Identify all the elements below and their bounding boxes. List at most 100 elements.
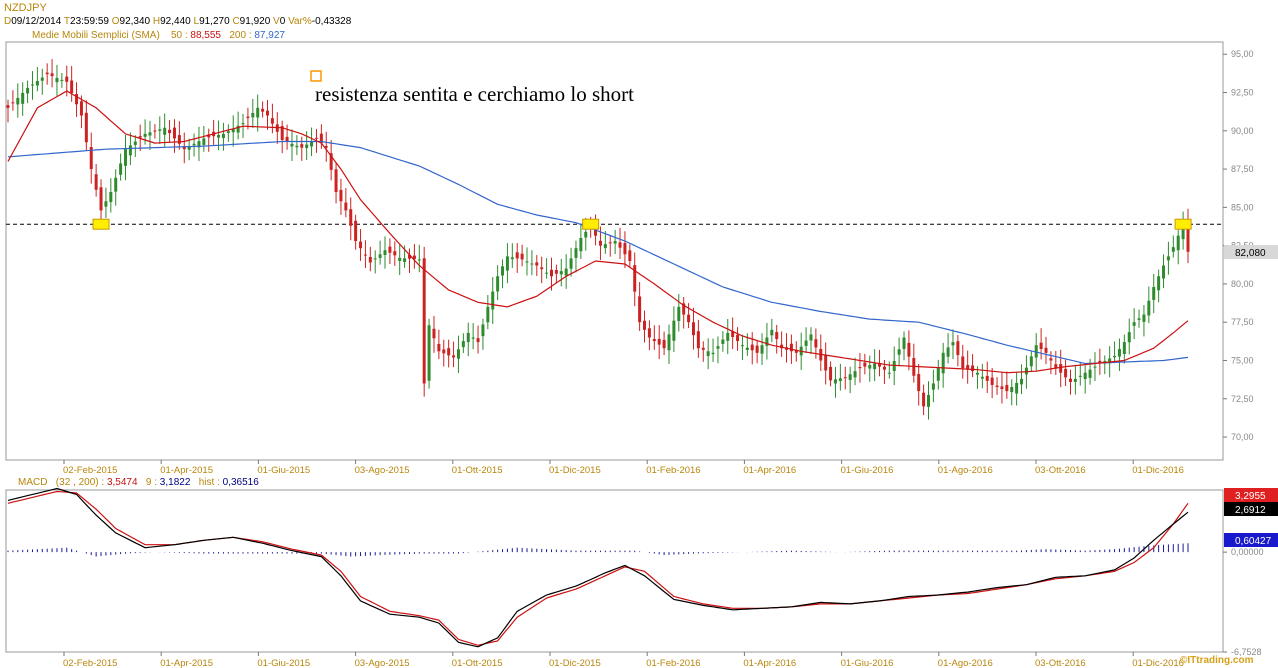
candle-body bbox=[1064, 368, 1068, 378]
volume-label: V bbox=[273, 16, 280, 27]
price-tick-label: 87,50 bbox=[1231, 164, 1254, 174]
candle-body bbox=[305, 144, 309, 148]
candle-body bbox=[491, 291, 495, 310]
macd-signal-tag: 3,2955 bbox=[1235, 491, 1266, 502]
candle-body bbox=[1068, 378, 1072, 382]
credit-text: ©ITtrading.com bbox=[1180, 655, 1254, 666]
price-tick-label: 80,00 bbox=[1231, 279, 1254, 289]
candle-body bbox=[226, 131, 230, 133]
candle-body bbox=[961, 356, 965, 369]
candle-body bbox=[897, 349, 901, 355]
candle-body bbox=[995, 385, 999, 388]
candle-body bbox=[251, 112, 255, 118]
candle-body bbox=[1147, 300, 1151, 316]
macd-signal-value: 3,1822 bbox=[159, 477, 191, 488]
macd-line bbox=[7, 487, 1189, 648]
candle-body bbox=[701, 347, 705, 350]
candle-body bbox=[515, 252, 519, 259]
candle-body bbox=[505, 256, 509, 271]
candle-body bbox=[574, 248, 578, 258]
candle-body bbox=[545, 272, 549, 274]
candle-body bbox=[540, 267, 544, 270]
open-value: 92,340 bbox=[119, 16, 151, 27]
sma-value-50: 88,555 bbox=[190, 30, 221, 41]
candle-body bbox=[829, 366, 833, 381]
low-value: 91,270 bbox=[199, 16, 230, 27]
candle-body bbox=[1117, 348, 1121, 357]
candle-body bbox=[613, 241, 617, 244]
candle-body bbox=[197, 141, 201, 148]
candle-body bbox=[314, 137, 318, 139]
candle-body bbox=[687, 314, 691, 323]
candle-body bbox=[696, 331, 700, 349]
sma-value-200: 87,927 bbox=[254, 30, 285, 41]
candle-body bbox=[608, 242, 612, 244]
candle-body bbox=[652, 339, 656, 342]
candle-body bbox=[368, 256, 372, 263]
candle-body bbox=[677, 306, 681, 322]
candle-body bbox=[192, 143, 196, 146]
candle-body bbox=[1088, 369, 1092, 378]
date-tick-label: 01-Feb-2016 bbox=[646, 658, 700, 668]
candle-body bbox=[878, 362, 882, 367]
candle-body bbox=[231, 128, 235, 133]
candle-body bbox=[26, 87, 30, 94]
candle-body bbox=[926, 394, 930, 407]
candle-body bbox=[476, 338, 480, 343]
candle-body bbox=[437, 343, 441, 352]
candle-body bbox=[109, 192, 113, 203]
candle-body bbox=[319, 133, 323, 144]
date-tick-label: 03-Ago-2015 bbox=[355, 658, 410, 668]
candle-body bbox=[564, 268, 568, 276]
candle-body bbox=[50, 73, 54, 77]
candle-body bbox=[804, 340, 808, 346]
candle-body bbox=[158, 129, 162, 131]
candle-body bbox=[466, 332, 470, 343]
candle-body bbox=[603, 244, 607, 249]
price-tick-label: 75,00 bbox=[1231, 355, 1254, 365]
candle-body bbox=[559, 271, 563, 275]
candle-body bbox=[770, 329, 774, 336]
candle-body bbox=[133, 141, 137, 145]
candle-body bbox=[721, 339, 725, 344]
candle-body bbox=[300, 144, 304, 148]
candle-body bbox=[882, 366, 886, 370]
date-tick-label: 01-Apr-2016 bbox=[743, 658, 796, 668]
macd-signal-period: 9 bbox=[145, 477, 152, 488]
candle-body bbox=[486, 306, 490, 323]
candle-body bbox=[1093, 366, 1097, 368]
candle-body bbox=[407, 254, 411, 259]
macd-value-tag: 2,6912 bbox=[1235, 505, 1266, 516]
candle-body bbox=[833, 379, 837, 384]
candle-body bbox=[917, 374, 921, 392]
close-value: 91,920 bbox=[239, 16, 271, 27]
candle-body bbox=[1083, 372, 1087, 380]
candle-body bbox=[1171, 247, 1175, 252]
candle-body bbox=[75, 94, 79, 105]
candle-body bbox=[1078, 375, 1082, 377]
candle-body bbox=[442, 349, 446, 354]
candle-body bbox=[70, 80, 74, 94]
candle-body bbox=[549, 269, 553, 277]
date-tick-label: 02-Feb-2015 bbox=[63, 658, 117, 668]
symbol-title: NZDJPY bbox=[4, 2, 47, 14]
candle-body bbox=[187, 146, 191, 150]
candle-body bbox=[598, 240, 602, 246]
candle-body bbox=[148, 132, 152, 136]
candle-body bbox=[1108, 358, 1112, 364]
date-tick-label: 01-Giu-2015 bbox=[257, 658, 310, 668]
candle-body bbox=[471, 337, 475, 339]
date-tick-label: 01-Ago-2016 bbox=[938, 658, 993, 668]
price-panel-frame bbox=[5, 41, 1224, 461]
candle-body bbox=[971, 365, 975, 372]
resistance-touch-marker bbox=[582, 218, 600, 230]
candle-body bbox=[520, 253, 524, 260]
touch-markers bbox=[92, 218, 1192, 230]
candle-body bbox=[638, 296, 642, 323]
candle-body bbox=[452, 355, 456, 358]
candle-body bbox=[873, 363, 877, 370]
candle-body bbox=[760, 345, 764, 354]
candle-body bbox=[936, 368, 940, 381]
candle-body bbox=[334, 169, 338, 193]
sma-label: Medie Mobili Semplici (SMA) bbox=[32, 30, 160, 41]
